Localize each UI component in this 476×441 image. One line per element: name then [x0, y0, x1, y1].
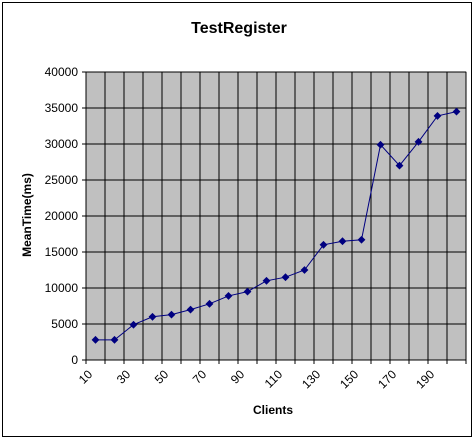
data-point — [224, 292, 233, 300]
y-axis-title: MeanTime(ms) — [20, 173, 34, 257]
y-tick-label: 35000 — [45, 101, 79, 115]
x-tick-label: 150 — [337, 367, 361, 391]
data-point — [243, 287, 252, 296]
y-tick-label: 20000 — [45, 209, 79, 223]
y-tick-label: 25000 — [45, 173, 79, 187]
x-tick-label: 70 — [190, 367, 210, 387]
chart-title: TestRegister — [191, 20, 287, 37]
y-axis-ticks: 0 5000 10000 15000 20000 25000 30000 35000 40000 — [45, 65, 86, 367]
data-point — [376, 140, 385, 149]
series-group — [91, 107, 461, 344]
x-tick-label: 50 — [152, 367, 172, 387]
y-tick-label: 15000 — [45, 245, 79, 259]
y-tick-label: 10000 — [45, 281, 79, 295]
data-point — [319, 240, 328, 249]
x-tick-label: 110 — [262, 367, 286, 391]
x-tick-label: 130 — [299, 367, 323, 391]
data-point — [91, 335, 100, 344]
x-axis-ticks: 10 30 50 70 90 110 130 150 170 190 — [76, 360, 467, 391]
data-point — [414, 137, 423, 146]
y-tick-label: 40000 — [45, 65, 79, 79]
data-point — [167, 310, 176, 319]
data-point — [395, 161, 404, 170]
gridlines — [85, 71, 467, 361]
data-point — [300, 266, 309, 274]
x-tick-label: 170 — [375, 367, 399, 391]
y-tick-label: 0 — [71, 353, 78, 367]
y-tick-label: 30000 — [45, 137, 79, 151]
data-point — [262, 276, 271, 285]
data-point — [452, 107, 461, 116]
data-point — [281, 273, 290, 282]
data-point — [433, 112, 442, 120]
data-point — [357, 235, 366, 244]
y-tick-label: 5000 — [51, 317, 78, 331]
x-tick-label: 190 — [413, 367, 437, 391]
x-tick-label: 30 — [114, 367, 134, 387]
x-tick-label: 90 — [228, 367, 248, 387]
data-point — [148, 312, 157, 321]
x-axis-title: Clients — [253, 403, 293, 417]
data-point — [129, 320, 138, 329]
data-point — [338, 237, 347, 246]
data-point — [205, 299, 214, 308]
data-point — [186, 305, 195, 314]
x-tick-label: 10 — [76, 367, 96, 387]
data-point — [110, 335, 119, 344]
